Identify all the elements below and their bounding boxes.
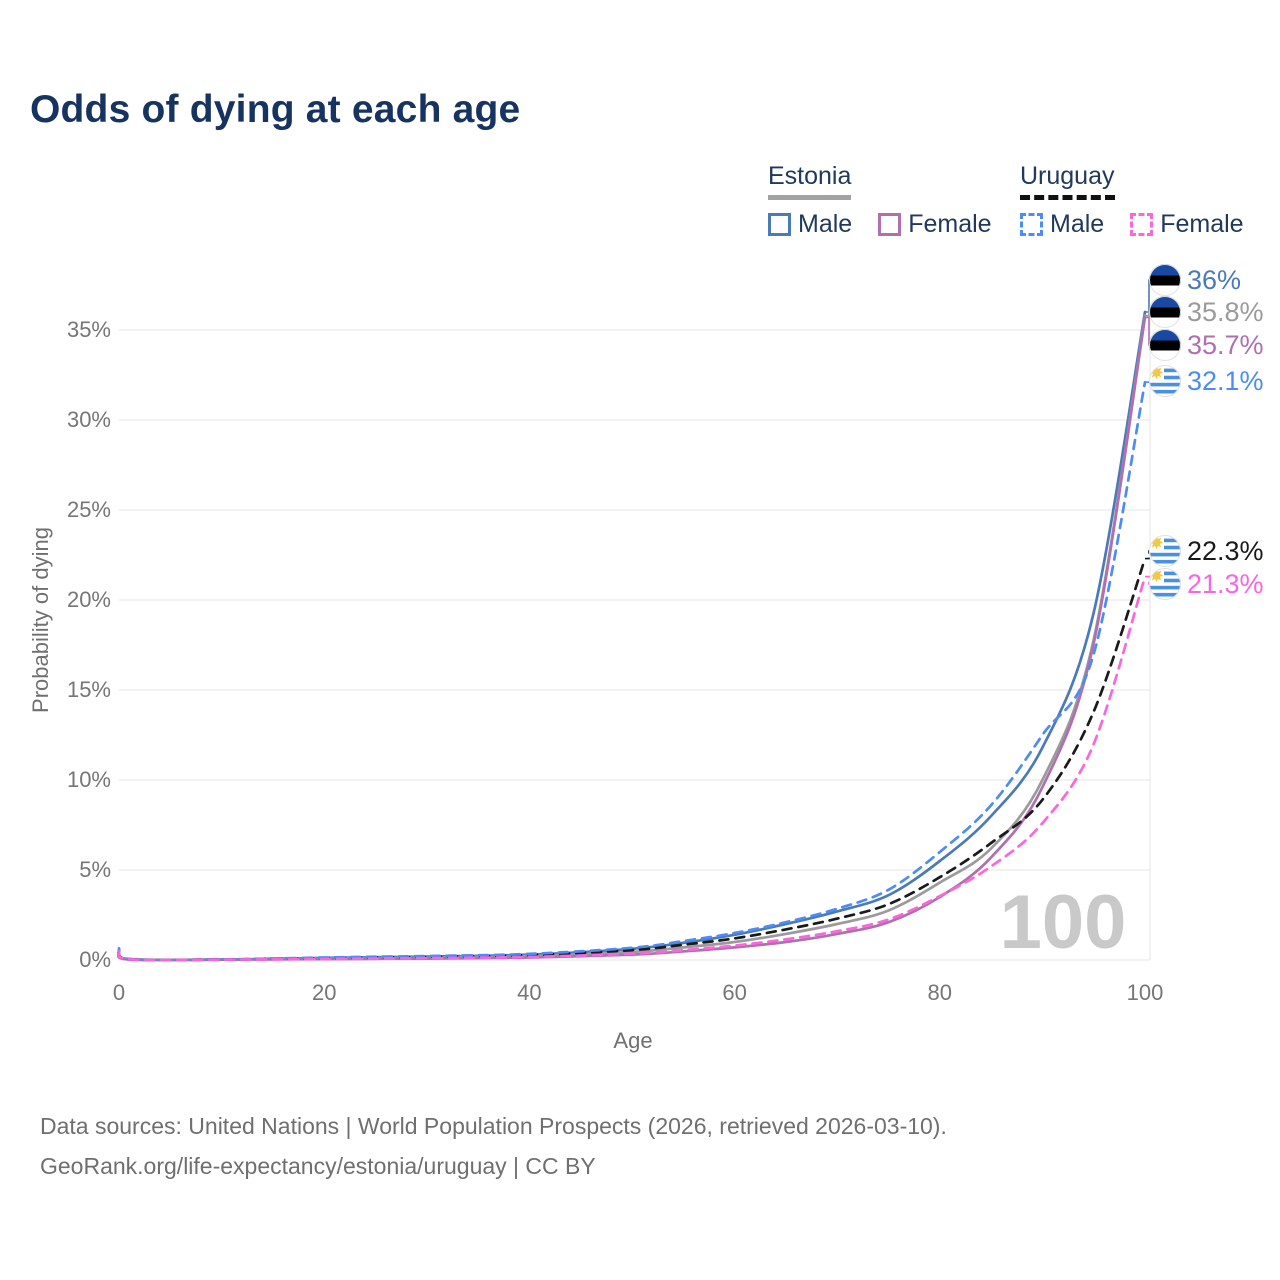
x-axis-tick-labels: 0 20 40 60 80 100 [113,980,1163,1005]
series-line-uruguay-female[interactable] [117,575,1147,962]
y-axis-title: Probability of dying [28,527,53,713]
end-label-estonia-female[interactable]: 35.7% [1187,330,1264,360]
legend-item-uruguay-female[interactable]: Female [1130,210,1244,239]
end-label-connector-uruguay-male [1145,380,1153,383]
y-tick-15%: 15% [67,677,111,702]
legend-item-label: Male [1050,210,1105,238]
x-axis-title: Age [613,1028,652,1053]
series-lines [117,310,1147,962]
estonia-female-swatch-icon [878,213,902,236]
legend: Estonia Male Female Uruguay Male Female [0,162,1280,242]
age-watermark: 100 [1000,880,1127,965]
y-tick-30%: 30% [67,407,111,432]
uruguay-flag-icon [1149,365,1181,397]
series-line-uruguay-male[interactable] [117,380,1147,962]
gridlines [119,308,1151,961]
estonia-flag-icon [1149,329,1181,361]
estonia-flag-icon [1149,296,1181,328]
uruguay-male-swatch-icon [1020,213,1043,236]
uruguay-flag-icon [1149,535,1181,567]
x-tick-80: 80 [928,980,952,1005]
y-tick-35%: 35% [67,317,111,342]
end-label-uruguay-male[interactable]: 32.1% [1187,366,1264,396]
legend-item-label: Female [908,210,992,238]
end-label-estonia-male[interactable]: 36% [1187,265,1241,295]
series-line-estonia-total[interactable] [117,314,1147,962]
legend-item-estonia-female[interactable]: Female [878,210,992,239]
footer-data-sources: Data sources: United Nations | World Pop… [40,1113,947,1139]
uruguay-flag-icon [1149,568,1181,600]
footer-attribution-link[interactable]: GeoRank.org/life-expectancy/estonia/urug… [40,1153,596,1179]
uruguay-female-swatch-icon [1130,213,1154,236]
legend-item-label: Male [798,210,853,238]
legend-group-uruguay: Uruguay Male Female [1020,162,1244,239]
estonia-flag-icon [1149,264,1181,296]
legend-item-uruguay-male[interactable]: Male [1020,210,1104,239]
y-tick-5%: 5% [79,857,111,882]
y-tick-10%: 10% [67,767,111,792]
legend-group-estonia: Estonia Male Female [768,162,992,239]
x-tick-40: 40 [517,980,541,1005]
y-axis-tick-labels: 0% 5% 10% 15% 20% 25% 30% 35% [67,317,111,972]
footer: Data sources: United Nations | World Pop… [40,1106,947,1186]
legend-item-estonia-male[interactable]: Male [768,210,852,239]
x-tick-100: 100 [1127,980,1164,1005]
x-tick-0: 0 [113,980,125,1005]
end-label-uruguay-female[interactable]: 21.3% [1187,569,1264,599]
legend-item-label: Female [1160,210,1244,238]
estonia-male-swatch-icon [768,213,791,236]
y-tick-20%: 20% [67,587,111,612]
page-title: Odds of dying at each age [30,88,521,131]
series-line-estonia-female[interactable] [117,316,1147,962]
legend-row-estonia: Male Female [768,210,992,239]
legend-country-uruguay[interactable]: Uruguay [1020,162,1115,200]
chart: 0%5%10%15%20%25%30%35% 0 20 40 60 80 100 100 … [28,0,1264,1053]
legend-row-uruguay: Male Female [1020,210,1244,239]
y-tick-0%: 0% [79,947,111,972]
x-tick-20: 20 [312,980,336,1005]
series-line-estonia-male[interactable] [117,310,1147,962]
y-tick-25%: 25% [67,497,111,522]
legend-country-estonia[interactable]: Estonia [768,162,852,200]
end-label-estonia-total[interactable]: 35.8% [1187,297,1264,327]
end-label-uruguay-total[interactable]: 22.3% [1187,536,1264,566]
series-end-labels: 36%35.8%35.7% 22.3% 32.1% 21.3% [1145,264,1264,600]
series-line-uruguay-total[interactable] [117,557,1147,962]
x-tick-60: 60 [722,980,746,1005]
